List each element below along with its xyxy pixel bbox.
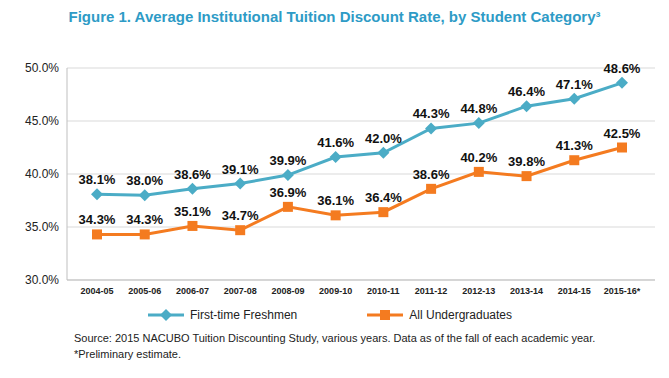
svg-text:48.6%: 48.6% [604, 61, 641, 76]
svg-text:44.8%: 44.8% [460, 101, 497, 116]
svg-text:2008-09: 2008-09 [271, 286, 304, 296]
svg-text:47.1%: 47.1% [556, 77, 593, 92]
svg-text:39.1%: 39.1% [222, 162, 259, 177]
svg-text:2012-13: 2012-13 [462, 286, 495, 296]
svg-text:38.0%: 38.0% [126, 173, 163, 188]
svg-text:2007-08: 2007-08 [224, 286, 257, 296]
svg-text:36.9%: 36.9% [269, 185, 306, 200]
svg-text:40.0%: 40.0% [25, 167, 59, 181]
html-text:Source: 2015 NACUBO Tuition Di: Source: 2015 NACUBO Tuition Discounting … [74, 332, 596, 344]
svg-text:2004-05: 2004-05 [80, 286, 113, 296]
svg-text:42.5%: 42.5% [604, 126, 641, 141]
svg-text:2006-07: 2006-07 [176, 286, 209, 296]
svg-text:41.6%: 41.6% [317, 135, 354, 150]
svg-text:35.1%: 35.1% [174, 204, 211, 219]
svg-text:34.7%: 34.7% [222, 208, 259, 223]
svg-text:36.4%: 36.4% [365, 190, 402, 205]
svg-text:38.6%: 38.6% [174, 167, 211, 182]
svg-text:2009-10: 2009-10 [319, 286, 352, 296]
svg-text:2015-16*: 2015-16* [604, 286, 641, 296]
svg-text:2011-12: 2011-12 [415, 286, 448, 296]
html-text:First-time Freshmen: First-time Freshmen [190, 308, 298, 322]
svg-text:30.0%: 30.0% [25, 273, 59, 287]
svg-text:34.3%: 34.3% [79, 212, 116, 227]
html-text:All Undergraduates: All Undergraduates [409, 308, 512, 322]
svg-text:45.0%: 45.0% [25, 114, 59, 128]
svg-text:39.8%: 39.8% [508, 154, 545, 169]
svg-text:36.1%: 36.1% [317, 193, 354, 208]
svg-text:2005-06: 2005-06 [128, 286, 161, 296]
svg-text:42.0%: 42.0% [365, 131, 402, 146]
svg-text:50.0%: 50.0% [25, 61, 59, 75]
svg-text:35.0%: 35.0% [25, 220, 59, 234]
svg-text:38.6%: 38.6% [413, 167, 450, 182]
svg-text:2014-15: 2014-15 [558, 286, 591, 296]
svg-text:46.4%: 46.4% [508, 84, 545, 99]
html-text:Figure 1. Average Institutiona: Figure 1. Average Institutional Tuition … [68, 8, 601, 25]
svg-text:2010-11: 2010-11 [367, 286, 400, 296]
svg-text:40.2%: 40.2% [460, 150, 497, 165]
svg-text:44.3%: 44.3% [413, 106, 450, 121]
svg-text:39.9%: 39.9% [269, 153, 306, 168]
svg-text:34.3%: 34.3% [126, 212, 163, 227]
html-text:*Preliminary estimate.: *Preliminary estimate. [74, 348, 181, 360]
svg-text:41.3%: 41.3% [556, 138, 593, 153]
svg-text:2013-14: 2013-14 [510, 286, 543, 296]
svg-text:38.1%: 38.1% [79, 172, 116, 187]
